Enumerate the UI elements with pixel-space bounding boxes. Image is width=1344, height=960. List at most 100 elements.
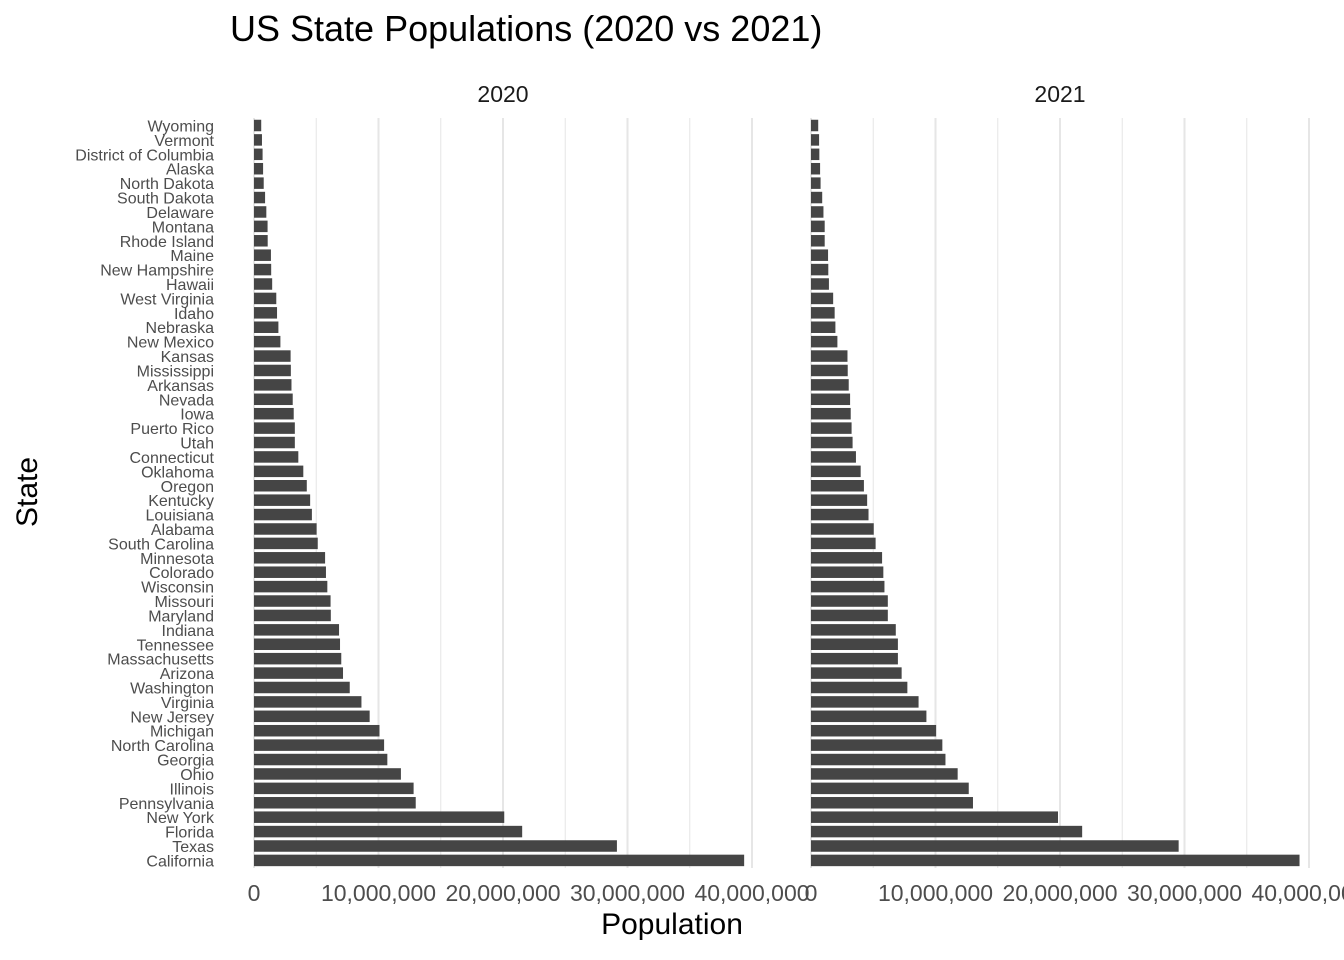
y-tick-label: Utah xyxy=(180,436,214,453)
bar-2020-kentucky xyxy=(254,494,311,506)
bar-2021-new-mexico xyxy=(811,335,838,348)
y-tick-label: Massachusetts xyxy=(107,652,214,669)
y-tick-label: Louisiana xyxy=(146,508,215,525)
bar-2021-hawaii xyxy=(811,278,829,290)
bar-2021-mississippi xyxy=(811,364,848,377)
y-tick-label: Michigan xyxy=(150,724,214,741)
y-tick-label: Alabama xyxy=(151,522,214,539)
bar-2021-new-jersey xyxy=(811,710,927,723)
bar-2020-new-hampshire xyxy=(254,263,272,276)
bar-2020-minnesota xyxy=(254,552,326,564)
y-tick-label: Puerto Rico xyxy=(130,421,214,438)
y-tick-label: Vermont xyxy=(154,133,214,150)
bar-2021-north-dakota xyxy=(811,177,821,189)
bar-2021-washington xyxy=(811,681,908,694)
bar-2020-wisconsin xyxy=(254,580,328,593)
bar-2021-georgia xyxy=(811,753,946,766)
x-tick-label: 10,000,000 xyxy=(878,880,993,906)
bar-2020-ohio xyxy=(254,768,401,780)
y-tick-label: Oregon xyxy=(161,479,214,496)
bar-2020-nevada xyxy=(254,393,293,406)
y-tick-label: Hawaii xyxy=(166,277,214,294)
bar-2021-texas xyxy=(811,840,1179,852)
bar-2021-maine xyxy=(811,249,829,261)
bar-2020-nebraska xyxy=(254,321,279,333)
bar-2020-alaska xyxy=(254,162,264,175)
bar-2021-montana xyxy=(811,220,825,233)
bar-2021-puerto-rico xyxy=(811,422,852,434)
x-axis-label: Population xyxy=(601,908,743,941)
x-tick-label: 20,000,000 xyxy=(445,880,560,906)
y-tick-label: Washington xyxy=(130,680,214,697)
bar-2020-wyoming xyxy=(254,119,262,132)
bar-2021-ohio xyxy=(811,768,958,780)
facet-label-2021: 2021 xyxy=(1034,81,1085,107)
bar-2020-new-york xyxy=(254,811,505,823)
bar-2020-new-jersey xyxy=(254,710,370,723)
bar-2020-washington xyxy=(254,681,350,694)
bar-2021-massachusetts xyxy=(811,652,898,665)
bar-2020-indiana xyxy=(254,624,340,636)
bar-2021-connecticut xyxy=(811,451,856,463)
y-tick-label: Illinois xyxy=(170,781,214,798)
y-axis-label: State xyxy=(11,456,44,528)
x-tick-label: 10,000,000 xyxy=(321,880,436,906)
bar-2021-arizona xyxy=(811,667,902,679)
bar-2021-louisiana xyxy=(811,508,869,521)
bar-2020-utah xyxy=(254,436,295,449)
x-tick-label: 30,000,000 xyxy=(570,880,685,906)
y-tick-label: Indiana xyxy=(162,623,215,640)
y-tick-label: Missouri xyxy=(154,594,214,611)
bar-2021-alabama xyxy=(811,523,874,535)
y-tick-label: Montana xyxy=(152,219,214,236)
bar-2020-maine xyxy=(254,249,271,261)
y-tick-label: Mississippi xyxy=(137,363,214,380)
x-tick-label: 40,000,000 xyxy=(1251,880,1344,906)
y-tick-label: New Jersey xyxy=(130,709,214,726)
bar-2021-south-carolina xyxy=(811,537,876,550)
y-tick-label: Wyoming xyxy=(147,119,214,136)
bar-2021-west-virginia xyxy=(811,292,834,305)
y-tick-label: Oklahoma xyxy=(141,464,214,481)
bar-2021-vermont xyxy=(811,134,820,146)
y-tick-label: Maryland xyxy=(148,608,214,625)
y-tick-label: West Virginia xyxy=(120,291,214,308)
bar-2020-illinois xyxy=(254,782,414,795)
bar-2020-michigan xyxy=(254,724,380,737)
y-tick-label: Iowa xyxy=(180,407,214,424)
y-tick-label: Georgia xyxy=(157,753,214,770)
bar-2020-north-dakota xyxy=(254,177,264,189)
bar-2021-new-york xyxy=(811,811,1059,823)
bar-2020-tennessee xyxy=(254,638,341,651)
y-tick-label: Colorado xyxy=(149,565,214,582)
bar-2021-illinois xyxy=(811,782,969,795)
bar-2021-oklahoma xyxy=(811,465,861,478)
y-tick-label: Pennsylvania xyxy=(119,796,214,813)
bar-2021-florida xyxy=(811,825,1083,838)
bar-2021-missouri xyxy=(811,595,888,607)
bar-2021-delaware xyxy=(811,206,824,218)
bar-2020-oklahoma xyxy=(254,465,304,478)
bar-2020-new-mexico xyxy=(254,335,281,348)
y-tick-label: Arkansas xyxy=(147,378,214,395)
bar-2021-utah xyxy=(811,436,853,449)
bar-2021-tennessee xyxy=(811,638,898,651)
bar-2020-alabama xyxy=(254,523,317,535)
bar-2021-pennsylvania xyxy=(811,797,973,809)
y-tick-label: Minnesota xyxy=(140,551,214,568)
x-tick-label: 20,000,000 xyxy=(1002,880,1117,906)
y-tick-label: North Dakota xyxy=(120,176,214,193)
x-tick-label: 30,000,000 xyxy=(1127,880,1242,906)
bar-2020-arkansas xyxy=(254,379,292,391)
bar-2021-minnesota xyxy=(811,552,883,564)
bar-2020-vermont xyxy=(254,134,262,146)
bar-2021-district-of-columbia xyxy=(811,148,820,161)
bar-2020-north-carolina xyxy=(254,739,385,751)
y-tick-label: Kentucky xyxy=(148,493,214,510)
bar-2020-louisiana xyxy=(254,508,312,521)
bar-2021-virginia xyxy=(811,696,919,708)
x-tick-label: 40,000,000 xyxy=(694,880,809,906)
bar-2021-kansas xyxy=(811,350,848,362)
bar-2021-colorado xyxy=(811,566,884,578)
bar-2021-california xyxy=(811,854,1300,867)
